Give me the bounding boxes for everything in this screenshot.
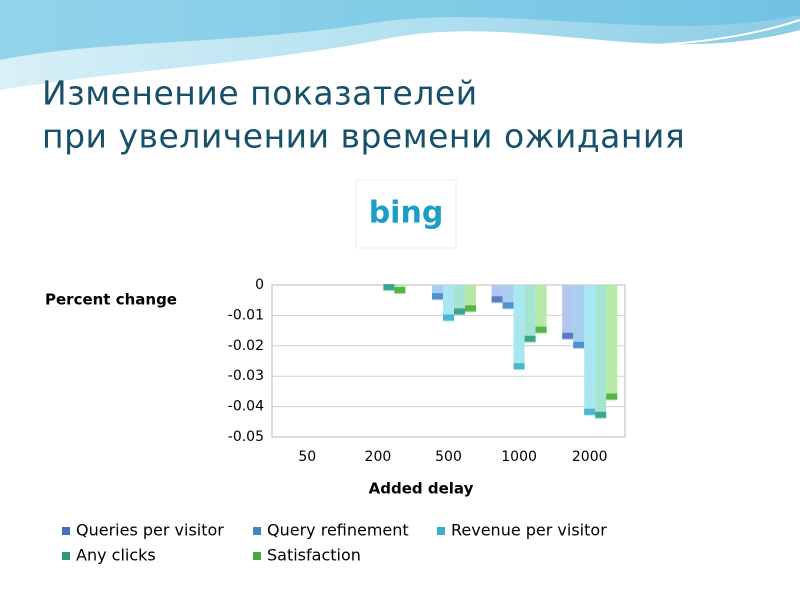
- y-tick-label: -0.03: [228, 368, 264, 384]
- bar-cap: [524, 335, 536, 342]
- legend-label: Query refinement: [267, 521, 409, 540]
- header-decoration: [0, 0, 800, 90]
- bar-cap: [432, 293, 443, 300]
- bar-cap: [584, 408, 596, 415]
- bar-cap: [502, 302, 514, 309]
- bar: [465, 285, 476, 313]
- logo: bing: [369, 196, 444, 231]
- slide-title: при увеличении времени ожидания: [42, 117, 685, 156]
- bar-cap: [513, 363, 525, 370]
- bar-cap: [465, 305, 476, 312]
- bar: [513, 285, 525, 371]
- bar: [491, 285, 503, 304]
- bar-cap: [595, 411, 607, 418]
- x-tick-label: 200: [365, 449, 392, 465]
- y-tick-label: -0.04: [228, 399, 264, 415]
- legend-swatch: [253, 527, 261, 535]
- legend-label: Any clicks: [76, 546, 156, 565]
- y-tick-label: 0: [255, 277, 264, 293]
- bar: [454, 285, 465, 316]
- legend-label: Queries per visitor: [76, 521, 224, 540]
- bar: [595, 285, 607, 419]
- bar-cap: [454, 308, 465, 315]
- bar: [535, 285, 547, 334]
- x-tick-label: 500: [435, 449, 462, 465]
- legend-swatch: [253, 552, 261, 560]
- bar-cap: [606, 393, 618, 400]
- bar-cap: [491, 296, 503, 303]
- bar: [432, 285, 443, 301]
- bar: [573, 285, 585, 349]
- bar-cap: [573, 341, 585, 348]
- bar-cap: [443, 314, 454, 321]
- logo-box: [355, 179, 457, 249]
- y-tick-label: -0.02: [228, 338, 264, 354]
- legend-swatch: [62, 552, 70, 560]
- bar: [562, 285, 574, 340]
- bar: [443, 285, 454, 322]
- y-tick-label: -0.01: [228, 307, 264, 323]
- y-tick-label: -0.05: [228, 429, 264, 445]
- legend-swatch: [62, 527, 70, 535]
- bar: [606, 285, 618, 401]
- slide-title: Изменение показателей: [42, 74, 478, 113]
- bar: [502, 285, 514, 310]
- legend-label: Satisfaction: [267, 546, 361, 565]
- x-tick-label: 1000: [501, 449, 537, 465]
- bar-cap: [383, 284, 395, 291]
- bar-cap: [562, 332, 574, 339]
- x-tick-label: 2000: [572, 449, 608, 465]
- legend-label: Revenue per visitor: [451, 521, 607, 540]
- bar: [584, 285, 596, 416]
- legend-swatch: [437, 527, 445, 535]
- y-axis-label: Percent change: [45, 291, 177, 309]
- x-axis-label: Added delay: [369, 480, 474, 498]
- bar: [524, 285, 536, 343]
- bar-cap: [535, 326, 547, 333]
- x-tick-label: 50: [298, 449, 316, 465]
- bar-cap: [394, 287, 406, 294]
